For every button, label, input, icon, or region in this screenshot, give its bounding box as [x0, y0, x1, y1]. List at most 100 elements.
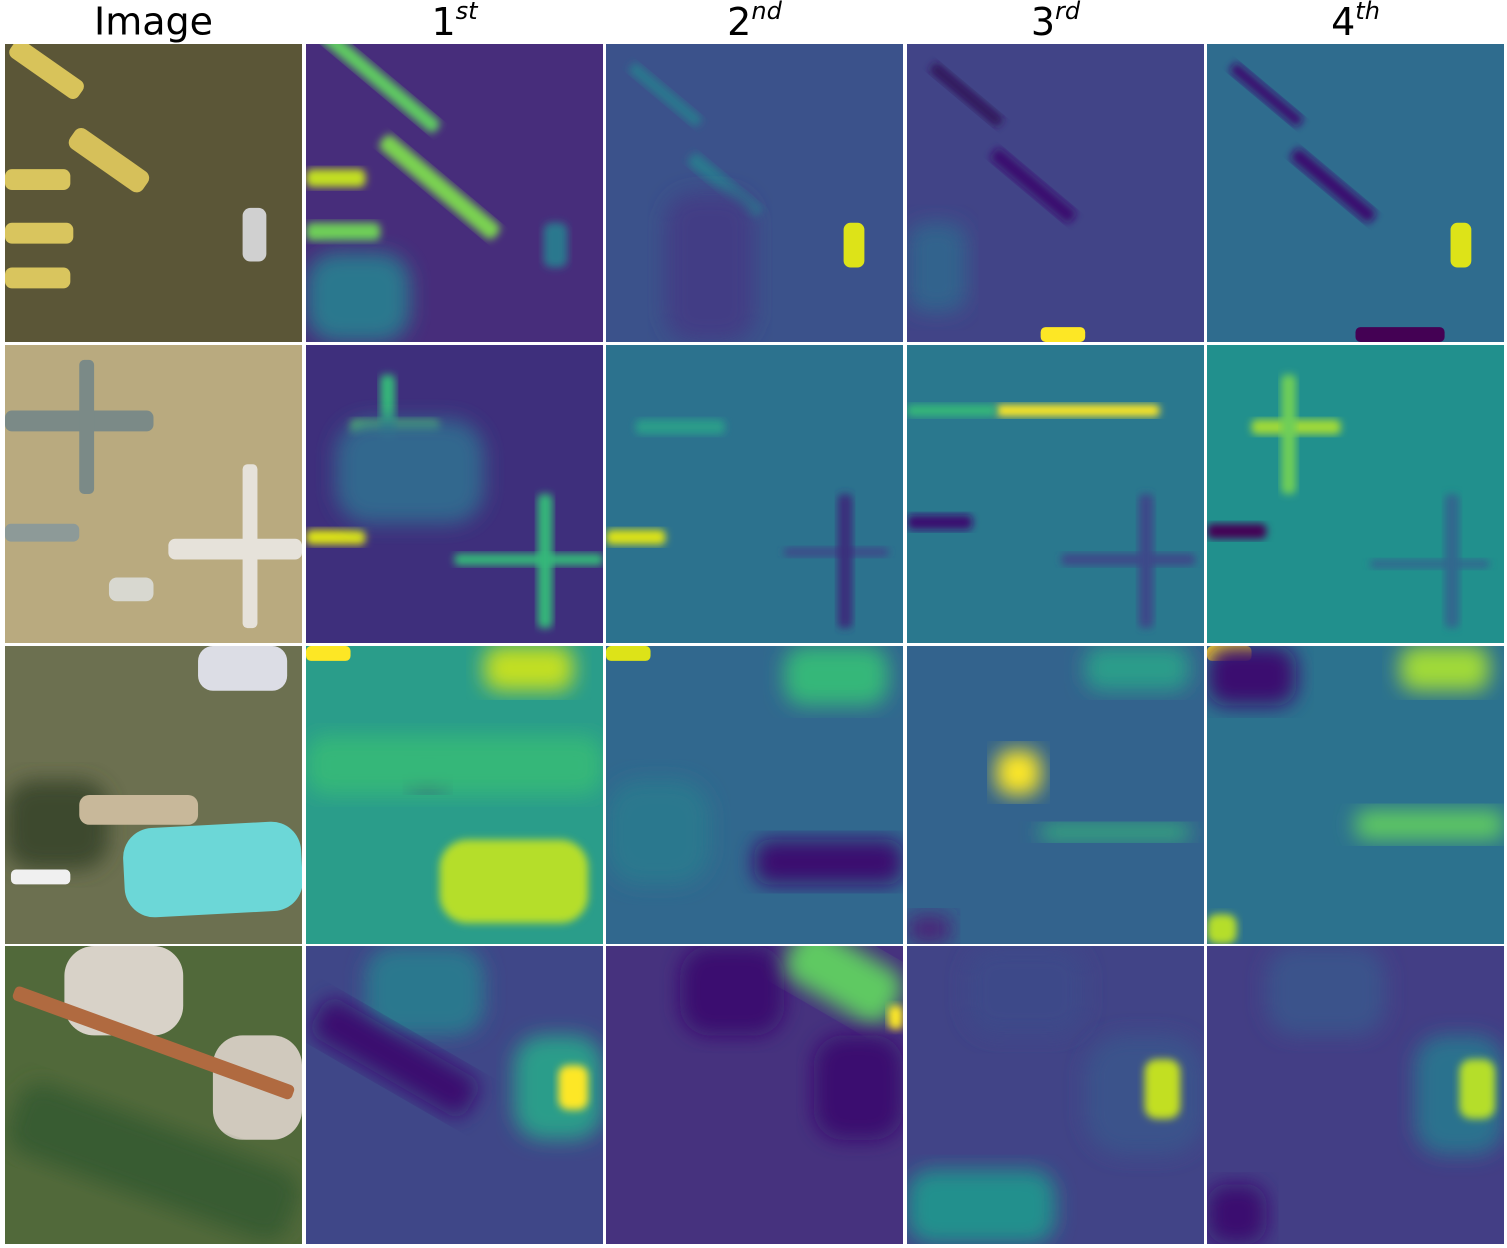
region	[1281, 374, 1297, 494]
region	[1251, 419, 1341, 435]
region	[635, 419, 725, 435]
header-superscript: th	[1355, 0, 1380, 25]
region	[606, 646, 651, 661]
attention-heatmap	[1207, 646, 1504, 944]
region	[1290, 148, 1376, 223]
region	[1266, 946, 1386, 1036]
region	[10, 869, 71, 885]
region	[242, 464, 258, 629]
region	[1061, 553, 1196, 566]
region	[198, 646, 288, 691]
attention-heatmap	[1207, 44, 1504, 342]
column-headers: Image 1st 2nd 3rd 4th	[94, 0, 1380, 44]
header-superscript: nd	[751, 0, 782, 25]
region	[64, 946, 184, 1036]
column-header: 4th	[1331, 0, 1380, 44]
header-number: 3	[1031, 0, 1055, 44]
header-number: 4	[1331, 0, 1355, 44]
region	[68, 128, 150, 193]
region	[1230, 63, 1303, 127]
region	[996, 404, 1160, 417]
region	[454, 553, 603, 566]
region	[1144, 1059, 1181, 1119]
region	[1444, 494, 1460, 629]
region	[439, 839, 589, 924]
region	[242, 207, 267, 262]
attention-heatmap	[306, 646, 603, 944]
region	[784, 646, 889, 706]
cell-background	[907, 345, 1204, 643]
region	[665, 193, 755, 342]
region	[306, 646, 351, 661]
region	[907, 222, 967, 313]
region	[5, 169, 71, 191]
attention-heatmap	[1207, 345, 1504, 643]
region	[966, 946, 1086, 1036]
region	[754, 839, 903, 885]
column-header: 3rd	[1031, 0, 1081, 44]
region	[312, 999, 478, 1117]
header-superscript: st	[456, 0, 480, 25]
attention-heatmap	[606, 946, 903, 1244]
region	[1040, 824, 1190, 840]
aerial-image	[5, 946, 302, 1244]
region	[843, 222, 865, 268]
region	[8, 1083, 299, 1241]
region	[1207, 1184, 1267, 1244]
region	[1459, 1059, 1496, 1119]
aerial-image	[5, 44, 302, 342]
aerial-image	[5, 646, 302, 944]
region	[79, 359, 95, 494]
region	[606, 529, 666, 545]
cell-background	[606, 345, 903, 643]
region	[306, 252, 410, 342]
region	[990, 148, 1076, 223]
region	[1207, 523, 1267, 539]
region	[484, 646, 574, 691]
attention-heatmap	[907, 44, 1204, 342]
region	[320, 44, 440, 133]
region	[837, 494, 853, 629]
region	[108, 577, 154, 602]
region	[1207, 914, 1237, 944]
region	[306, 169, 366, 188]
attention-heatmap	[306, 44, 603, 342]
attention-heatmap	[1207, 946, 1504, 1244]
region	[365, 946, 485, 1036]
column-header: 2nd	[727, 0, 782, 44]
column-header: 1st	[431, 0, 479, 44]
region	[1207, 646, 1297, 706]
region	[5, 523, 80, 542]
region	[907, 514, 973, 530]
attention-heatmap	[907, 646, 1204, 944]
region	[5, 222, 74, 244]
region	[1450, 222, 1472, 268]
attention-heatmap	[907, 345, 1204, 643]
region	[1400, 646, 1490, 691]
attention-heatmap	[606, 646, 903, 944]
attention-heatmap	[306, 946, 603, 1244]
attention-heatmap	[306, 345, 603, 643]
region	[907, 404, 997, 417]
region	[543, 222, 568, 268]
region	[784, 547, 889, 557]
header-superscript: rd	[1055, 0, 1081, 25]
region	[9, 44, 84, 99]
region	[606, 780, 710, 885]
region	[123, 821, 302, 918]
image-grid	[5, 44, 1504, 1244]
region	[907, 1169, 1056, 1244]
region	[930, 63, 1003, 127]
region	[306, 222, 381, 241]
region	[537, 494, 553, 629]
region	[1138, 494, 1154, 629]
region	[680, 946, 785, 1036]
region	[335, 419, 485, 524]
aerial-image	[5, 345, 302, 643]
region	[1370, 559, 1490, 569]
region	[629, 63, 702, 127]
region	[996, 750, 1041, 795]
region	[79, 795, 199, 825]
cell-background	[5, 44, 302, 342]
